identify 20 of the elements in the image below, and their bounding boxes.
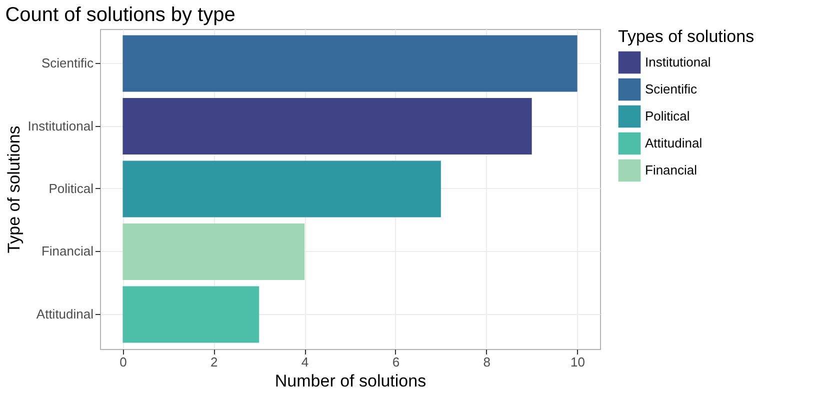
x-tick-label: 2 — [210, 354, 218, 370]
x-tick-label: 8 — [483, 354, 490, 370]
x-tick-label: 0 — [120, 354, 127, 370]
x-tick-label: 6 — [392, 354, 400, 370]
legend-label: Political — [645, 108, 690, 124]
chart-title: Count of solutions by type — [5, 4, 236, 26]
x-tick-label: 10 — [570, 354, 586, 370]
legend-label: Attitudinal — [645, 136, 702, 150]
y-axis-title: Type of solutions — [4, 126, 24, 254]
legend-title: Types of solutions — [618, 27, 754, 46]
y-tick-label: Scientific — [41, 56, 94, 71]
x-axis-title: Number of solutions — [274, 372, 426, 390]
y-tick-label: Political — [48, 181, 94, 196]
y-tick-label: Attitudinal — [36, 306, 94, 322]
legend-label: Scientific — [645, 82, 698, 96]
y-tick-label: Institutional — [28, 118, 94, 134]
y-tick-label: Financial — [41, 244, 94, 259]
x-tick-label: 4 — [301, 354, 309, 370]
legend-label: Financial — [645, 162, 698, 178]
legend-label: Institutional — [645, 54, 711, 70]
